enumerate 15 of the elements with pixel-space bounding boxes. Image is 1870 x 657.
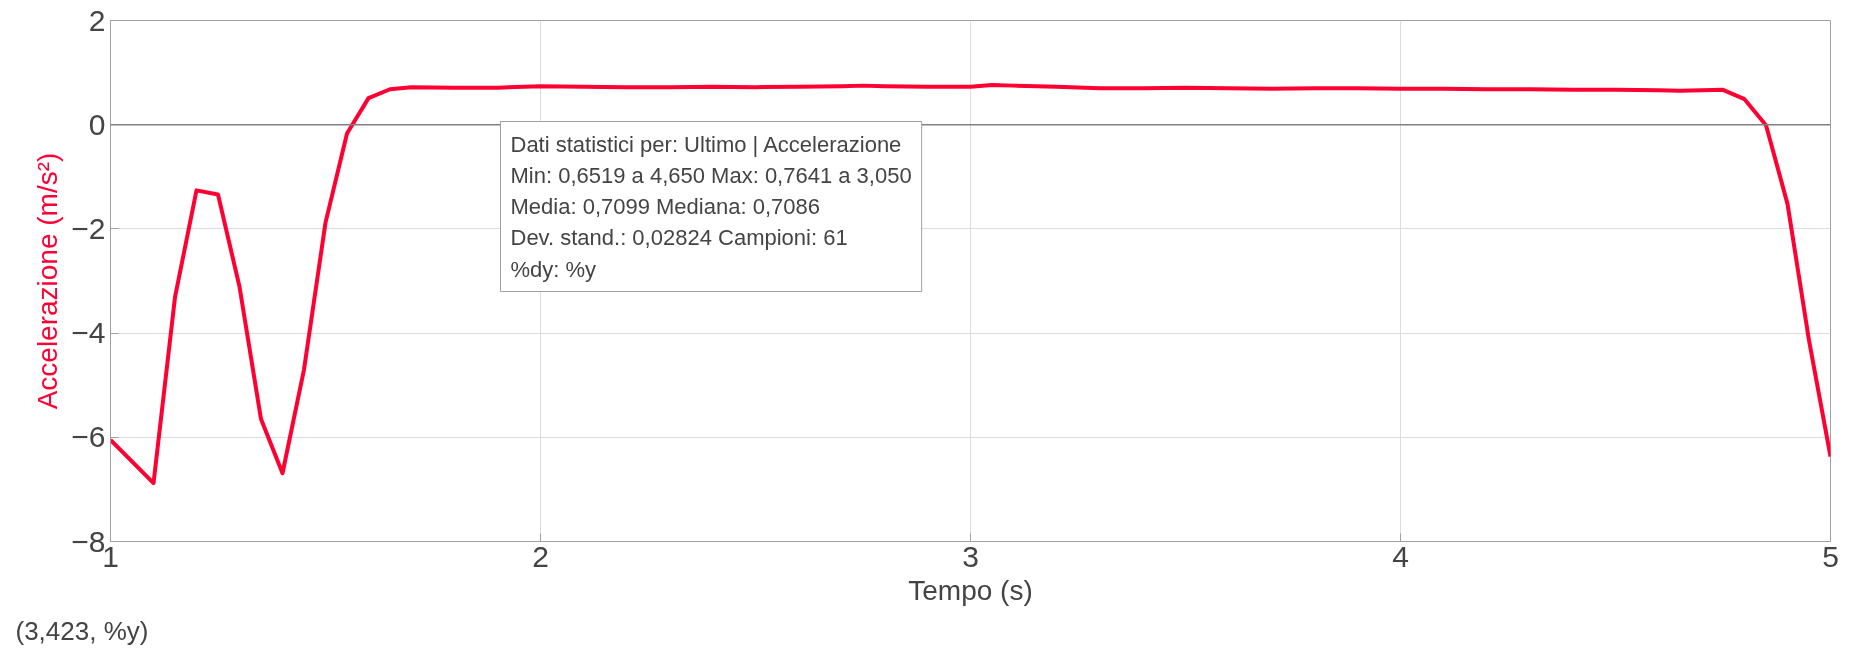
- x-tick-label: 2: [532, 539, 549, 573]
- x-tick-label: 5: [1822, 539, 1839, 573]
- annotation: Dati statistici per: Ultimo | Accelerazione Min: 0,6519 a 4,650 Max: 0,7641 a 3,050 Media: 0,7099 Mediana: 0,7086 Dev. stand.: 0,02824 Campioni: 61 %dy: %y: [510, 131, 912, 282]
- x-axis-title: Tempo (s): [908, 574, 1033, 606]
- y-tick-label: −4: [71, 316, 106, 350]
- text: (3,423, %y): [15, 615, 149, 646]
- y-tick-label: 2: [88, 3, 106, 37]
- y-tick-label: −2: [71, 211, 106, 245]
- y-axis-title: Accelerazione (m/s²): [32, 152, 64, 410]
- x-tick-label: 3: [962, 539, 979, 573]
- line-series: [110, 83, 1831, 486]
- y-tick-label: −8: [71, 524, 106, 558]
- x-tick-label: 4: [1392, 539, 1409, 573]
- y-tick-label: −6: [71, 420, 106, 454]
- y-tick-label: 0: [88, 107, 106, 141]
